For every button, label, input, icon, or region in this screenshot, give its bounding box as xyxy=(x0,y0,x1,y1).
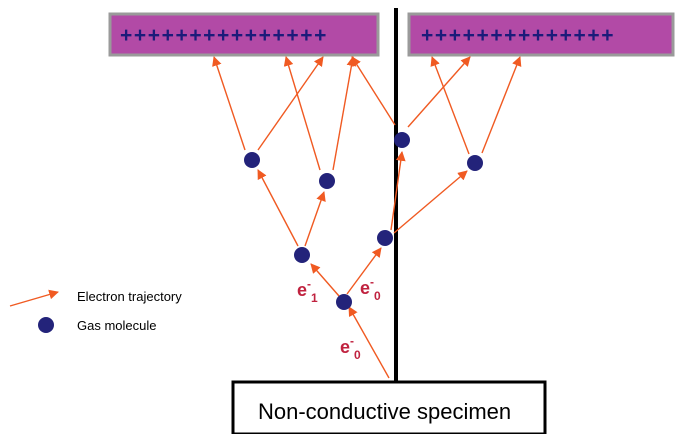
trajectory-arrow xyxy=(304,191,326,247)
trajectory-arrow xyxy=(257,169,299,247)
trajectory-arrow xyxy=(393,170,468,234)
trajectory-arrow xyxy=(257,56,324,151)
trajectory-arrow xyxy=(407,56,471,128)
gas-molecule xyxy=(467,155,483,171)
legend-trajectory-arrow xyxy=(9,289,59,307)
trajectory-arrow xyxy=(390,151,406,231)
specimen-box: Non-conductive specimen xyxy=(231,380,547,434)
gas-molecule xyxy=(377,230,393,246)
trajectory-arrow xyxy=(348,306,390,379)
right-plate: ++++++++++++++ xyxy=(407,12,675,57)
gas-molecule xyxy=(319,173,335,189)
gas-molecule xyxy=(394,132,410,148)
specimen-label: Non-conductive specimen xyxy=(258,399,511,424)
electron-trajectories xyxy=(212,56,522,379)
electron-label-e0-lower: e-0 xyxy=(340,334,361,362)
trajectory-arrow xyxy=(212,56,246,151)
trajectory-arrow xyxy=(351,56,396,126)
legend-trajectory-label: Electron trajectory xyxy=(77,289,182,304)
left-plate-rect xyxy=(108,12,380,57)
electron-label-e0-upper: e-0 xyxy=(360,275,381,303)
trajectory-arrow xyxy=(481,56,522,154)
legend: Electron trajectory Gas molecule xyxy=(9,289,182,333)
gas-molecule xyxy=(336,294,352,310)
trajectory-arrow xyxy=(332,56,357,171)
legend-molecule-label: Gas molecule xyxy=(77,318,156,333)
left-plate: +++++++++++++++ xyxy=(108,12,380,57)
trajectory-arrow xyxy=(346,247,382,295)
gas-molecule xyxy=(294,247,310,263)
left-plate-charges: +++++++++++++++ xyxy=(120,24,328,47)
trajectory-arrow xyxy=(310,263,340,297)
trajectory-arrow xyxy=(283,56,321,171)
specimen-rect xyxy=(231,380,547,434)
legend-molecule-dot xyxy=(38,317,54,333)
right-plate-rect xyxy=(407,12,675,57)
trajectory-arrow xyxy=(430,56,470,155)
gas-molecule xyxy=(244,152,260,168)
electron-label-e1: e-1 xyxy=(297,277,318,305)
right-plate-charges: ++++++++++++++ xyxy=(421,24,615,47)
gas-molecules xyxy=(244,132,483,310)
